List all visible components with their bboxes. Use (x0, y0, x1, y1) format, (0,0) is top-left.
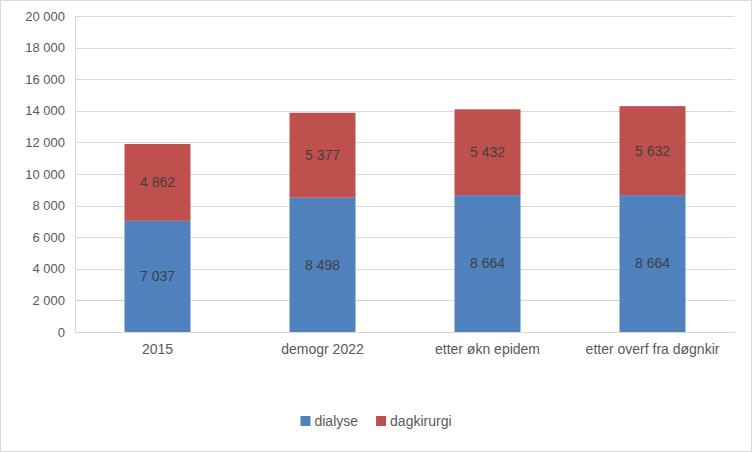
bar (125, 144, 191, 221)
y-tick: 20 000 (25, 9, 75, 24)
y-tick: 16 000 (25, 72, 75, 87)
x-tick-label: 2015 (142, 341, 173, 357)
data-label: 8 664 (635, 255, 670, 271)
y-tick-label: 14 000 (25, 103, 65, 118)
bar (290, 198, 356, 332)
y-tick: 2 000 (32, 293, 75, 308)
data-label: 7 037 (140, 268, 175, 284)
y-tick: 6 000 (32, 230, 75, 245)
x-tick: etter overf fra døgnkir (586, 332, 720, 357)
y-tick-label: 16 000 (25, 72, 65, 87)
bar (620, 195, 686, 332)
y-tick-label: 6 000 (32, 230, 65, 245)
y-tick: 18 000 (25, 40, 75, 55)
grid-line (75, 79, 735, 80)
y-tick-label: 12 000 (25, 135, 65, 150)
legend-swatch (376, 416, 386, 426)
grid (75, 17, 735, 333)
y-tick-label: 8 000 (32, 198, 65, 213)
data-label: 5 377 (305, 147, 340, 163)
x-tick-label: demogr 2022 (281, 341, 364, 357)
y-tick: 12 000 (25, 135, 75, 150)
x-tick: 2015 (142, 332, 173, 357)
data-label: 8 498 (305, 257, 340, 273)
y-axis: 0 2 000 4 000 6 000 8 000 10 000 12 000 14 000 1… (25, 9, 75, 340)
bar (455, 109, 521, 195)
bar (620, 106, 686, 195)
y-tick-label: 0 (58, 325, 65, 340)
y-tick: 8 000 (32, 198, 75, 213)
y-tick-label: 18 000 (25, 40, 65, 55)
legend-item: dialyse (300, 413, 358, 429)
y-tick: 14 000 (25, 103, 75, 118)
x-axis-line (76, 332, 736, 333)
y-tick-label: 4 000 (32, 261, 65, 276)
x-tick-label: etter økn epidem (435, 341, 540, 357)
x-tick: etter økn epidem (435, 332, 540, 357)
bar (125, 221, 191, 332)
chart: 0 2 000 4 000 6 000 8 000 10 000 12 000 14 000 1… (0, 0, 752, 452)
y-tick: 10 000 (25, 167, 75, 182)
legend-swatch (300, 416, 310, 426)
bar (290, 113, 356, 198)
y-tick: 4 000 (32, 261, 75, 276)
y-tick: 0 (58, 325, 75, 340)
grid-line (75, 48, 735, 49)
x-tick-label: etter overf fra døgnkir (586, 341, 720, 357)
data-label: 4 862 (140, 174, 175, 190)
bars (125, 106, 686, 332)
legend-item: dagkirurgi (376, 413, 451, 429)
data-label: 8 664 (470, 255, 505, 271)
y-tick-label: 20 000 (25, 9, 65, 24)
legend: dialyse dagkirurgi (300, 413, 451, 429)
data-labels: 7 037 8 498 8 664 8 664 4 862 5 377 5 432 5 632 (140, 143, 670, 285)
x-tick: demogr 2022 (281, 332, 364, 357)
x-axis: 2015 demogr 2022 etter økn epidem etter ove… (76, 332, 736, 357)
data-label: 5 632 (635, 143, 670, 159)
grid-line (75, 16, 735, 17)
data-label: 5 432 (470, 144, 505, 160)
y-tick-label: 10 000 (25, 167, 65, 182)
grid-line (75, 332, 735, 333)
legend-label: dagkirurgi (390, 413, 451, 429)
y-axis-line (75, 17, 76, 333)
bar (455, 195, 521, 332)
legend-label: dialyse (314, 413, 358, 429)
y-tick-label: 2 000 (32, 293, 65, 308)
chart-frame (1, 1, 752, 452)
